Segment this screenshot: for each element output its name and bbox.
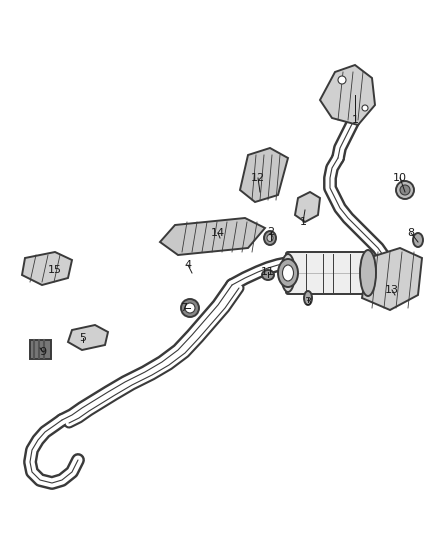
Text: 14: 14 [211,228,225,238]
Ellipse shape [360,250,376,296]
Circle shape [338,76,346,84]
Polygon shape [320,65,375,125]
Polygon shape [295,192,320,222]
Text: 10: 10 [393,173,407,183]
Circle shape [362,105,368,111]
Text: 12: 12 [251,173,265,183]
Circle shape [181,299,199,317]
Text: 5: 5 [80,333,86,343]
Text: 1: 1 [352,115,358,125]
Ellipse shape [264,231,276,245]
Text: 4: 4 [184,260,191,270]
Text: 8: 8 [407,228,414,238]
Circle shape [400,185,410,195]
Polygon shape [362,248,422,310]
Ellipse shape [281,254,295,292]
Text: 3: 3 [304,297,311,307]
Polygon shape [68,325,108,350]
Text: 11: 11 [261,267,275,277]
Ellipse shape [304,291,312,305]
Polygon shape [160,218,265,255]
Ellipse shape [283,265,293,281]
Text: 15: 15 [48,265,62,275]
Ellipse shape [278,259,298,287]
Text: 2: 2 [268,227,275,237]
Text: 7: 7 [180,303,187,313]
Text: 9: 9 [39,347,46,357]
Polygon shape [240,148,288,202]
Ellipse shape [262,270,274,280]
FancyBboxPatch shape [286,252,370,294]
Ellipse shape [361,254,375,292]
Ellipse shape [413,233,423,247]
Circle shape [185,303,195,313]
Text: 13: 13 [385,285,399,295]
Circle shape [396,181,414,199]
Polygon shape [22,252,72,285]
Ellipse shape [267,235,273,241]
Text: 1: 1 [300,217,307,227]
FancyBboxPatch shape [29,340,50,359]
